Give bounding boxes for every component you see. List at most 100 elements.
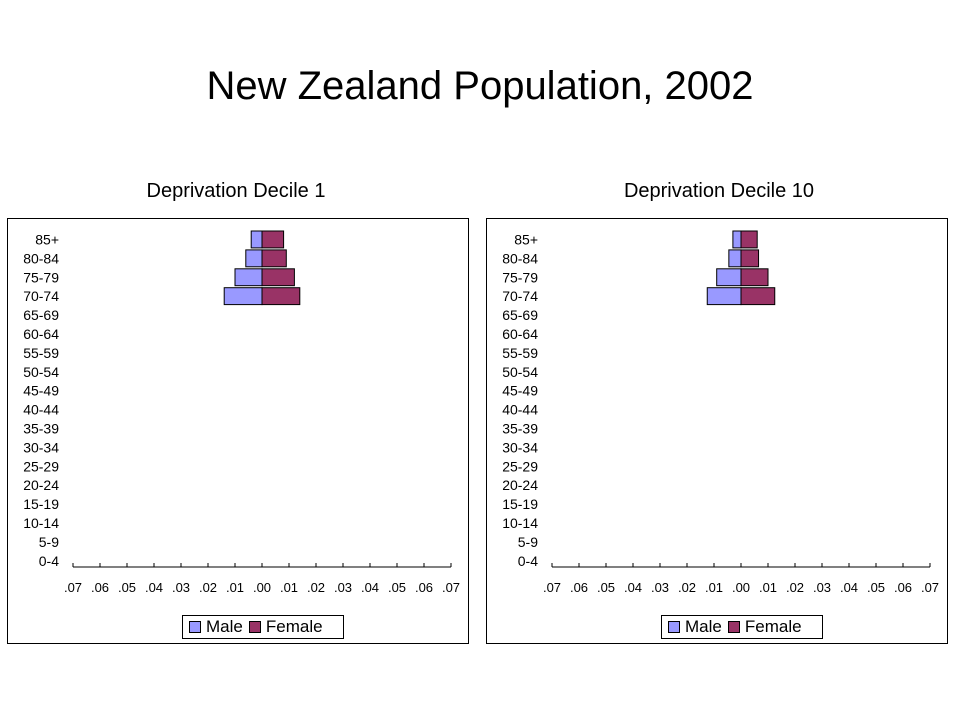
y-tick-label: 30-34 (502, 439, 538, 455)
y-tick-label: 20-24 (502, 477, 538, 493)
x-tick-label: .04 (624, 580, 642, 595)
male-bar-80-84 (245, 249, 263, 268)
female-bar-70-74 (261, 287, 301, 306)
x-tick-label: .02 (678, 580, 696, 595)
x-tick-label: .03 (651, 580, 669, 595)
x-tick-label: .06 (570, 580, 588, 595)
y-tick-label: 75-79 (23, 269, 59, 285)
legend-item-female: Female (727, 617, 802, 637)
male-bar-85+ (250, 230, 263, 249)
y-tick-label: 40-44 (23, 402, 59, 418)
x-tick-label: .02 (307, 580, 325, 595)
x-tick-label: .03 (334, 580, 352, 595)
y-tick-label: 35-39 (502, 420, 538, 436)
legend-swatch-female (248, 621, 261, 633)
y-tick-label: 35-39 (23, 420, 59, 436)
chart-title-decile-10: Deprivation Decile 10 (623, 180, 815, 202)
legend-item-male: Male (668, 617, 722, 637)
x-tick-label: .04 (145, 580, 163, 595)
y-tick-label: 85+ (35, 231, 59, 247)
y-tick-label: 15-19 (23, 496, 59, 512)
legend-label-male: Male (206, 617, 243, 636)
y-tick-label: 45-49 (23, 383, 59, 399)
legend-swatch-male (189, 621, 201, 633)
y-tick-label: 5-9 (39, 534, 59, 550)
legend: Male Female (661, 615, 823, 639)
y-tick-label: 10-14 (502, 515, 538, 531)
y-tick-label: 30-34 (23, 439, 59, 455)
legend-swatch-female (727, 621, 740, 633)
x-tick-label: .01 (705, 580, 723, 595)
x-tick-label: .01 (759, 580, 777, 595)
y-tick-label: 70-74 (502, 288, 538, 304)
x-tick-label: .01 (280, 580, 298, 595)
y-tick-label: 5-9 (518, 534, 538, 550)
x-tick-label: .04 (840, 580, 858, 595)
x-tick-label: .06 (894, 580, 912, 595)
x-tick-label: .00 (732, 580, 750, 595)
male-bar-85+ (732, 230, 742, 249)
male-bar-80-84 (728, 249, 742, 268)
x-tick-label: .06 (91, 580, 109, 595)
slide-title: New Zealand Population, 2002 (206, 64, 754, 108)
chart-decile-1: 0-4 5-9 10-14 15-19 20-24 25-29 30-34 35-39 40-4… (7, 218, 469, 644)
y-tick-label: 0-4 (518, 553, 538, 569)
y-tick-label: 40-44 (502, 402, 538, 418)
x-tick-label: .07 (921, 580, 939, 595)
legend: Male Female (182, 615, 344, 639)
y-tick-label: 50-54 (502, 364, 538, 380)
x-tick-label: .01 (226, 580, 244, 595)
y-tick-label: 80-84 (502, 250, 538, 266)
chart-decile-10: 0-4 5-9 10-14 15-19 20-24 25-29 30-34 35-39 40-4… (486, 218, 948, 644)
female-bar-70-74 (740, 287, 776, 306)
female-bar-75-79 (740, 268, 769, 287)
y-tick-label: 65-69 (23, 307, 59, 323)
y-tick-label: 70-74 (23, 288, 59, 304)
male-bar-70-74 (706, 287, 742, 306)
legend-swatch-male (668, 621, 680, 633)
x-tick-label: .03 (172, 580, 190, 595)
legend-item-female: Female (248, 617, 323, 637)
legend-label-female: Female (744, 617, 802, 636)
y-tick-label: 80-84 (23, 250, 59, 266)
y-tick-label: 55-59 (502, 345, 538, 361)
pyramid-chart-decile-10: 0-4 5-9 10-14 15-19 20-24 25-29 30-34 35-39 40-4… (502, 230, 939, 595)
x-tick-label: .07 (442, 580, 460, 595)
legend-label-female: Female (265, 617, 323, 636)
y-tick-label: 20-24 (23, 477, 59, 493)
male-bar-75-79 (716, 268, 742, 287)
y-tick-label: 60-64 (23, 326, 59, 342)
y-tick-label: 25-29 (23, 458, 59, 474)
x-tick-label: .06 (415, 580, 433, 595)
y-tick-label: 50-54 (23, 364, 59, 380)
y-tick-label: 0-4 (39, 553, 59, 569)
y-tick-label: 25-29 (502, 458, 538, 474)
x-tick-label: .05 (867, 580, 885, 595)
x-tick-label: .03 (813, 580, 831, 595)
male-bar-70-74 (223, 287, 263, 306)
y-tick-label: 10-14 (23, 515, 59, 531)
x-tick-label: .02 (199, 580, 217, 595)
y-tick-label: 85+ (514, 231, 538, 247)
x-tick-label: .05 (118, 580, 136, 595)
x-tick-label: .02 (786, 580, 804, 595)
y-tick-label: 75-79 (502, 269, 538, 285)
x-tick-label: .05 (388, 580, 406, 595)
y-tick-label: 15-19 (502, 496, 538, 512)
y-tick-label: 45-49 (502, 383, 538, 399)
male-bar-75-79 (234, 268, 263, 287)
y-tick-label: 60-64 (502, 326, 538, 342)
x-tick-label: .00 (253, 580, 271, 595)
female-bar-80-84 (261, 249, 287, 268)
female-bar-75-79 (261, 268, 295, 287)
female-bar-85+ (740, 230, 758, 249)
female-bar-80-84 (740, 249, 760, 268)
chart-title-decile-1: Deprivation Decile 1 (146, 180, 326, 202)
x-tick-label: .04 (361, 580, 379, 595)
pyramid-chart-decile-1: 0-4 5-9 10-14 15-19 20-24 25-29 30-34 35-39 40-4… (23, 230, 460, 595)
legend-item-male: Male (189, 617, 243, 637)
legend-label-male: Male (685, 617, 722, 636)
female-bar-85+ (261, 230, 285, 249)
y-tick-label: 65-69 (502, 307, 538, 323)
x-tick-label: .07 (543, 580, 561, 595)
